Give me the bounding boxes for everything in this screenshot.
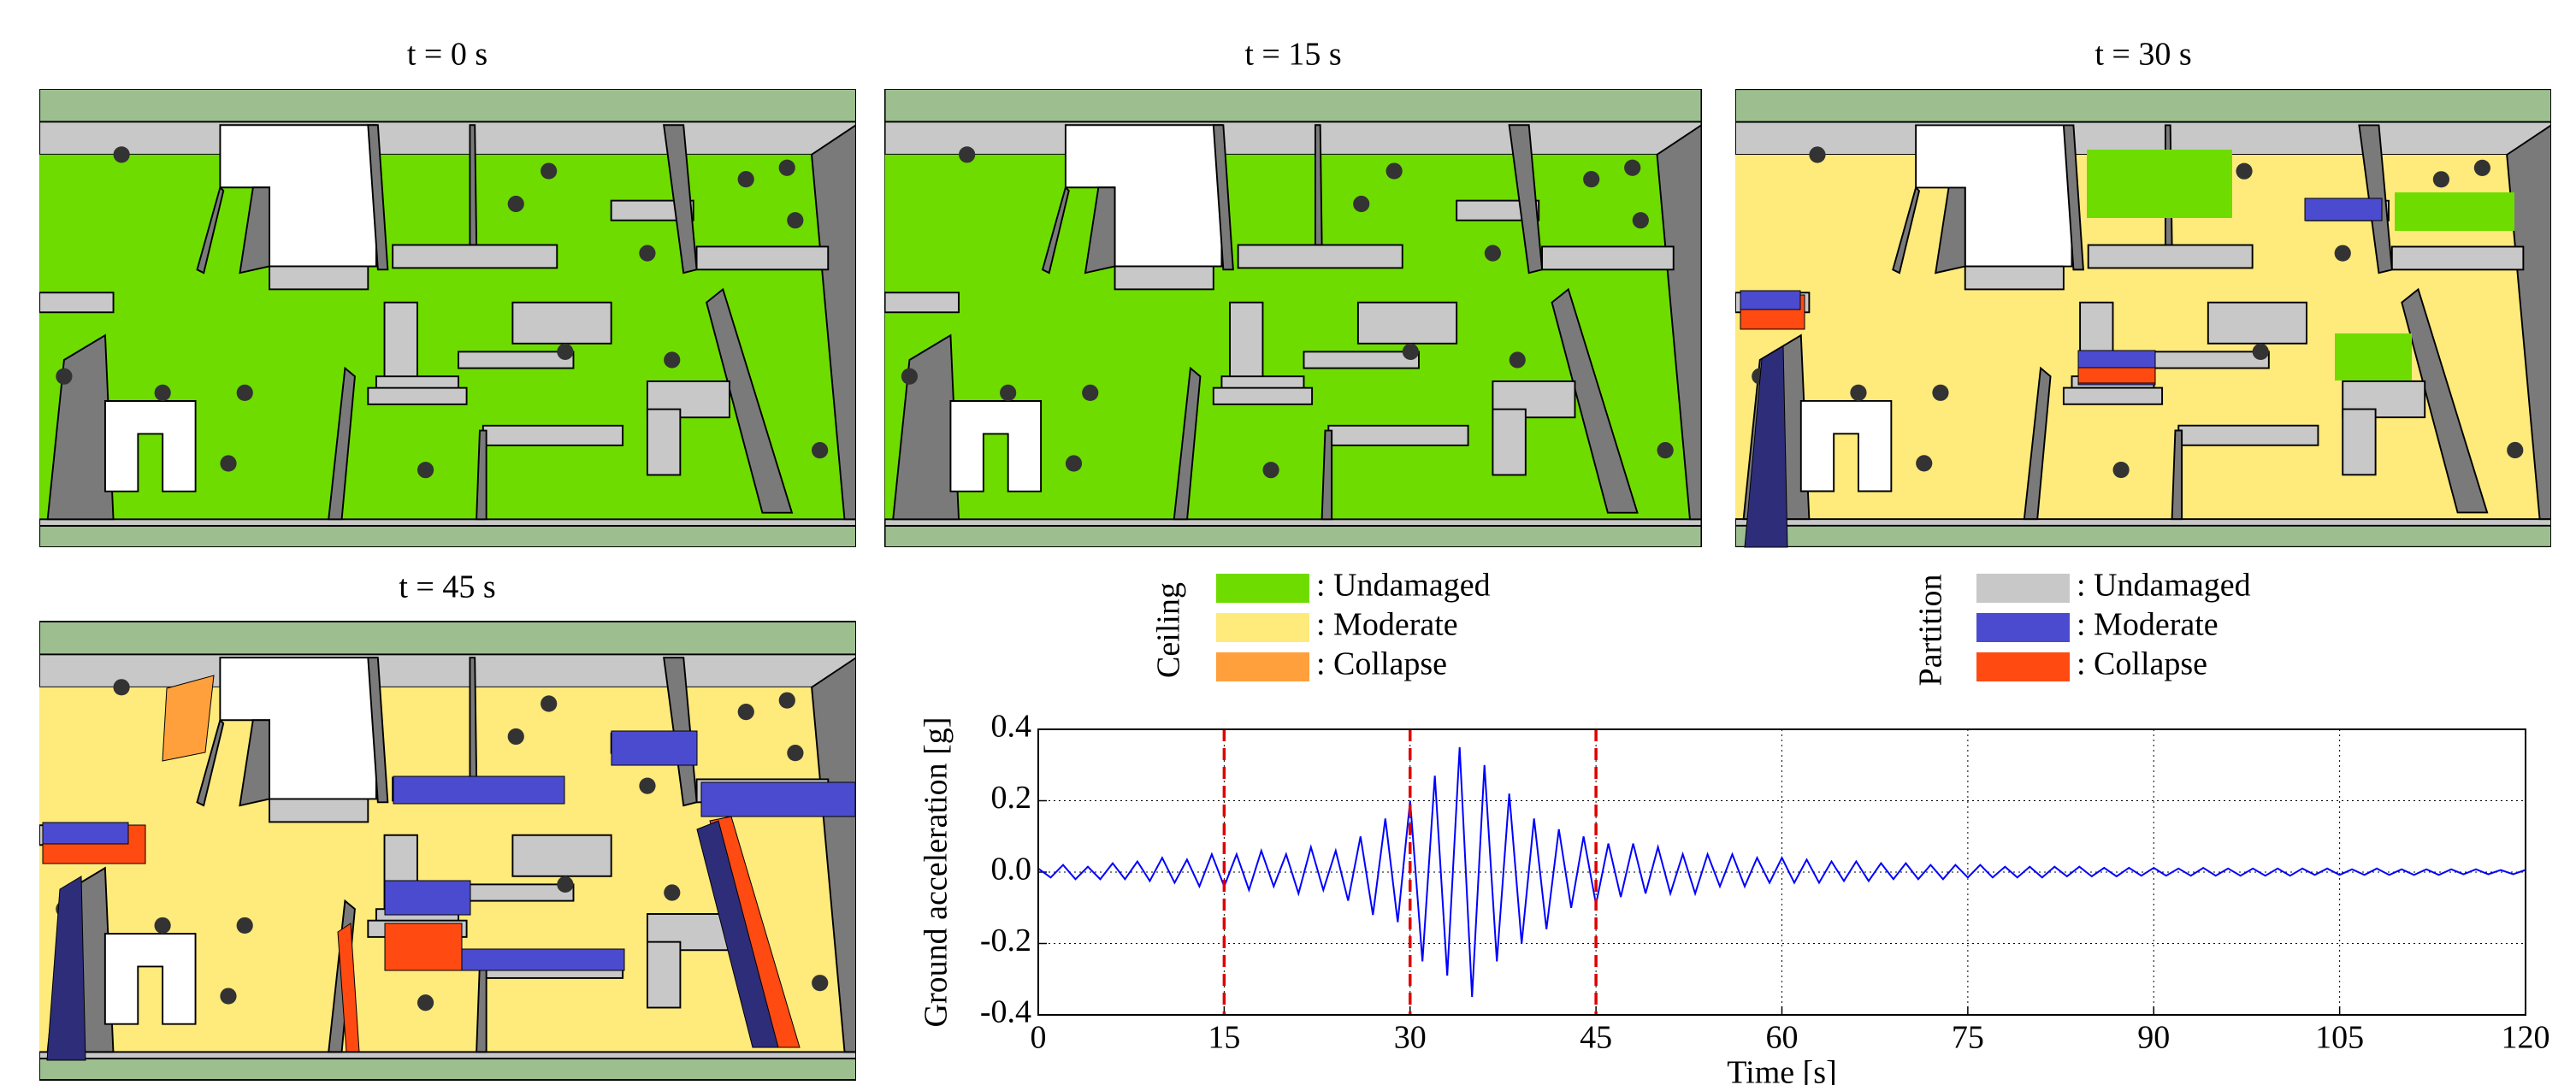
legend-title: Ceiling: [1151, 582, 1187, 678]
y-tick-label: -0.4: [980, 994, 1031, 1030]
panel-title: t = 15 s: [1244, 37, 1341, 73]
y-tick-label: -0.2: [980, 923, 1031, 958]
legend-swatch: [1216, 613, 1309, 642]
page: t = 0 s t = 15 s t = 30 s t = 45 s Ceili…: [0, 0, 2576, 1085]
x-tick-label: 105: [2315, 1020, 2364, 1056]
legend-swatch: [1216, 652, 1309, 681]
legend-swatch: [1976, 613, 2070, 642]
data-line: [1038, 747, 2526, 997]
x-tick-label: 15: [1208, 1020, 1240, 1056]
x-tick-label: 75: [1952, 1020, 1984, 1056]
x-tick-label: 30: [1394, 1020, 1427, 1056]
panel-title: t = 45 s: [399, 569, 495, 605]
legend-label: : Undamaged: [1316, 568, 1491, 604]
figure: t = 0 s t = 15 s t = 30 s t = 45 s Ceili…: [0, 0, 2576, 1085]
panel-1: [885, 89, 1702, 547]
x-tick-label: 90: [2137, 1020, 2170, 1056]
legend-title: Partition: [1913, 575, 1949, 687]
chart: 0 15 30 45 60 75 90 105 120 0.4 0.2 0.0 -0.2 -0.4 Time…: [919, 709, 2550, 1085]
y-tick-label: 0.4: [991, 709, 1032, 745]
x-tick-label: 120: [2502, 1020, 2550, 1056]
legend-label: : Undamaged: [2077, 568, 2251, 604]
panel-3: [39, 622, 856, 1080]
panel-title: t = 30 s: [2094, 37, 2191, 73]
legend-swatch: [1216, 574, 1309, 603]
legend-label: : Moderate: [1316, 607, 1458, 643]
y-tick-label: 0.2: [991, 780, 1032, 816]
x-tick-label: 0: [1031, 1020, 1047, 1056]
y-axis-label: Ground acceleration [g]: [919, 717, 954, 1028]
panel-title: t = 0 s: [407, 37, 487, 73]
legend-label: : Collapse: [2077, 646, 2207, 682]
x-tick-label: 45: [1580, 1020, 1612, 1056]
legend-swatch: [1976, 652, 2070, 681]
y-tick-label: 0.0: [991, 852, 1032, 887]
x-axis-label: Time [s]: [1727, 1055, 1836, 1085]
x-tick-label: 60: [1766, 1020, 1799, 1056]
panel-2: [1735, 89, 2551, 547]
legend-label: : Moderate: [2077, 607, 2219, 643]
legend-swatch: [1976, 574, 2070, 603]
panel-0: [39, 89, 856, 547]
legend-label: : Collapse: [1316, 646, 1447, 682]
